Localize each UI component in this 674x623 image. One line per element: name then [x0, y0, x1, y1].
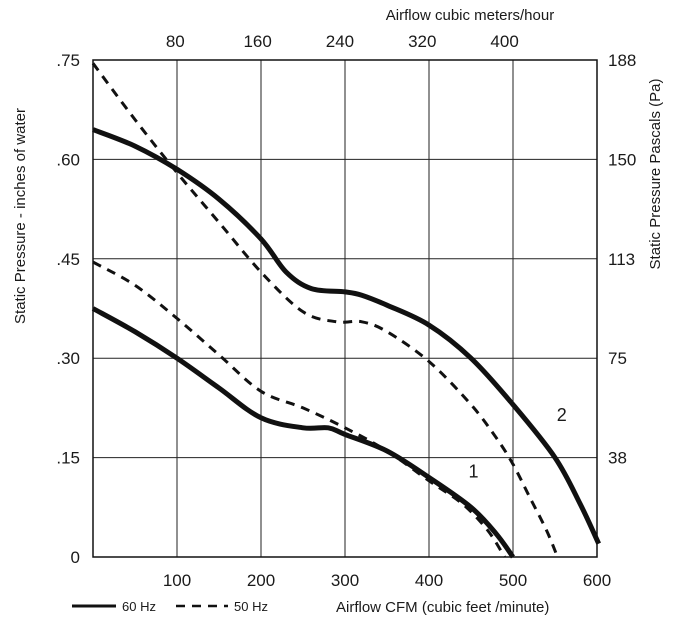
curve-label-2: 2	[557, 405, 567, 425]
x-bottom-tick-label-1: 200	[247, 571, 275, 590]
x-top-tick-label-1: 160	[243, 32, 271, 51]
x-top-tick-label-2: 240	[326, 32, 354, 51]
y-left-tick-label-1: .15	[56, 449, 80, 468]
series-curve-1-60hz	[91, 306, 516, 559]
x-bottom-tick-label-4: 500	[499, 571, 527, 590]
right-y-axis-title: Static Pressure Pascals (Pa)	[647, 79, 664, 270]
x-top-tick-label-4: 400	[490, 32, 518, 51]
legend-label-50hz: 50 Hz	[234, 599, 268, 614]
series-curve-2-60hz	[92, 127, 601, 545]
y-left-tick-label-4: .60	[56, 150, 80, 169]
curves: 12	[91, 62, 601, 559]
grid-lines	[93, 60, 597, 557]
tick-labels: 100 200 300 400 500 600 80 160 240 320 400 0 .15 .30.…	[56, 32, 636, 590]
series-curve-1-50hz	[92, 260, 506, 558]
x-bottom-tick-label-0: 100	[163, 571, 191, 590]
top-x-axis-title: Airflow cubic meters/hour	[386, 7, 554, 24]
y-left-tick-label-3: .45	[56, 250, 80, 269]
x-bottom-tick-label-3: 400	[415, 571, 443, 590]
x-bottom-tick-label-2: 300	[331, 571, 359, 590]
y-right-tick-label-1: 75	[608, 349, 627, 368]
series-curve-2-50hz	[91, 62, 559, 558]
y-left-tick-label-5: .75	[56, 51, 80, 70]
y-left-tick-label-0: 0	[71, 548, 80, 567]
curve-label-1: 1	[469, 461, 479, 481]
y-right-tick-label-4: 188	[608, 51, 636, 70]
bottom-x-axis-title: Airflow CFM (cubic feet /minute)	[336, 599, 549, 616]
y-right-tick-label-0: 38	[608, 449, 627, 468]
y-right-tick-label-3: 150	[608, 150, 636, 169]
x-top-tick-label-3: 320	[408, 32, 436, 51]
left-y-axis-title: Static Pressure - inches of water	[12, 108, 29, 324]
x-bottom-tick-label-5: 600	[583, 571, 611, 590]
legend-label-60hz: 60 Hz	[122, 599, 156, 614]
legend: 60 Hz 50 Hz	[72, 599, 268, 614]
y-left-tick-label-2: .30	[56, 349, 80, 368]
y-right-tick-label-2: 113	[608, 250, 635, 269]
x-top-tick-label-0: 80	[166, 32, 185, 51]
